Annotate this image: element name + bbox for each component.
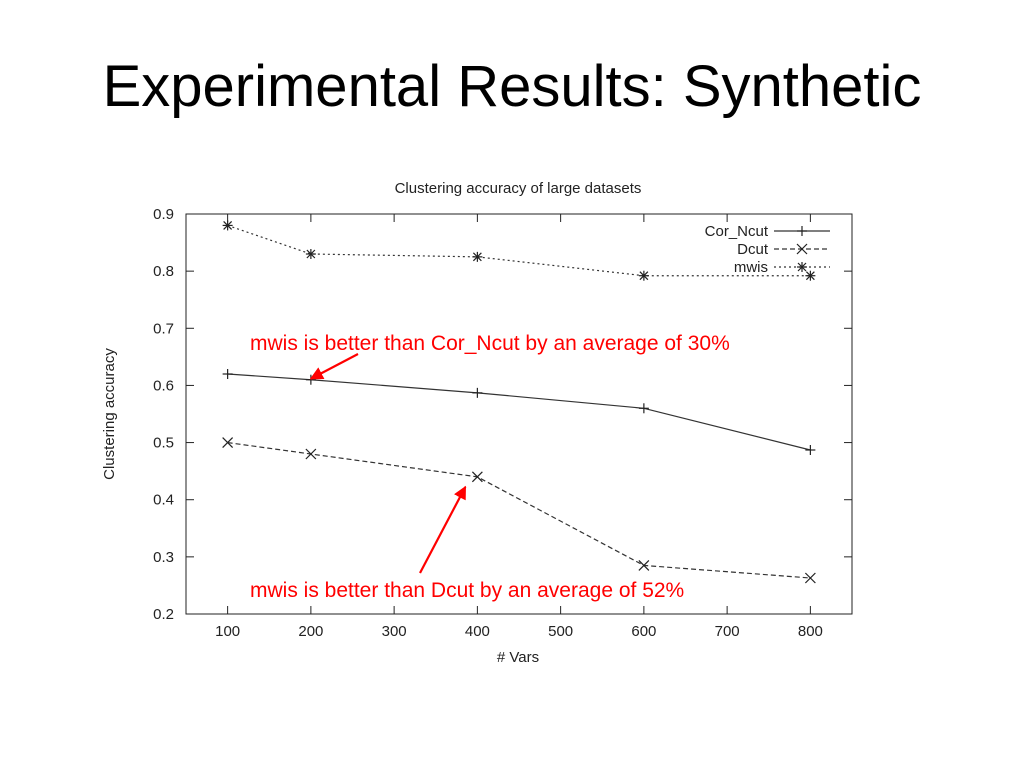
y-tick-label: 0.3	[153, 549, 174, 566]
y-tick-label: 0.7	[153, 320, 174, 337]
y-tick-label: 0.5	[153, 435, 174, 452]
annotation-arrow	[309, 353, 359, 380]
legend-label-dcut: Dcut	[737, 241, 769, 258]
axis-ticks: 100 200 300 400 500 600 700 800 0.2 0.3 0.4 0.5 0.6 0…	[153, 206, 852, 640]
x-tick-label: 200	[298, 623, 323, 640]
slide-title: Experimental Results: Synthetic	[102, 54, 922, 119]
series-line-cor-ncut	[227, 373, 811, 451]
data-point-mwis	[638, 270, 649, 281]
annotations: mwis is better than Cor_Ncut by an avera…	[250, 332, 730, 602]
data-point-mwis	[222, 220, 233, 231]
data-point-dcut	[222, 437, 234, 448]
y-tick-label: 0.8	[153, 263, 174, 280]
series-layer	[222, 220, 816, 584]
x-tick-label: 700	[715, 623, 740, 640]
data-point-dcut	[804, 572, 816, 584]
data-point-cor-ncut	[805, 445, 816, 455]
plot-area	[185, 213, 853, 615]
x-tick-label: 800	[798, 623, 823, 640]
x-tick-label: 300	[382, 623, 407, 640]
legend-marker-dcut	[796, 243, 808, 255]
y-tick-label: 0.9	[153, 206, 174, 223]
data-point-cor-ncut	[638, 403, 649, 414]
legend-label-cor-ncut: Cor_Ncut	[705, 223, 769, 240]
annotation-text: mwis is better than Cor_Ncut by an avera…	[250, 332, 730, 355]
chart-title: Clustering accuracy of large datasets	[395, 180, 642, 197]
x-tick-label: 500	[548, 623, 573, 640]
y-tick-label: 0.2	[153, 606, 174, 623]
data-point-mwis	[805, 270, 816, 281]
annotation-arrow	[419, 485, 467, 574]
legend-marker-mwis	[797, 262, 807, 272]
legend-marker-cor-ncut	[797, 226, 807, 236]
annotation-text: mwis is better than Dcut by an average o…	[250, 579, 684, 602]
x-axis-label: # Vars	[497, 649, 539, 666]
x-tick-label: 600	[631, 623, 656, 640]
data-point-dcut	[305, 448, 317, 460]
data-point-dcut	[638, 560, 650, 571]
data-point-mwis	[472, 251, 483, 262]
y-axis-label: Clustering accuracy	[101, 348, 118, 480]
legend-label-mwis: mwis	[734, 259, 768, 276]
data-point-mwis	[305, 249, 316, 259]
series-line-dcut	[227, 441, 811, 579]
data-point-dcut	[471, 471, 483, 483]
y-tick-label: 0.6	[153, 377, 174, 394]
x-tick-label: 100	[215, 623, 240, 640]
data-point-cor-ncut	[472, 387, 483, 398]
y-tick-label: 0.4	[153, 492, 174, 509]
data-point-cor-ncut	[222, 369, 233, 379]
x-tick-label: 400	[465, 623, 490, 640]
